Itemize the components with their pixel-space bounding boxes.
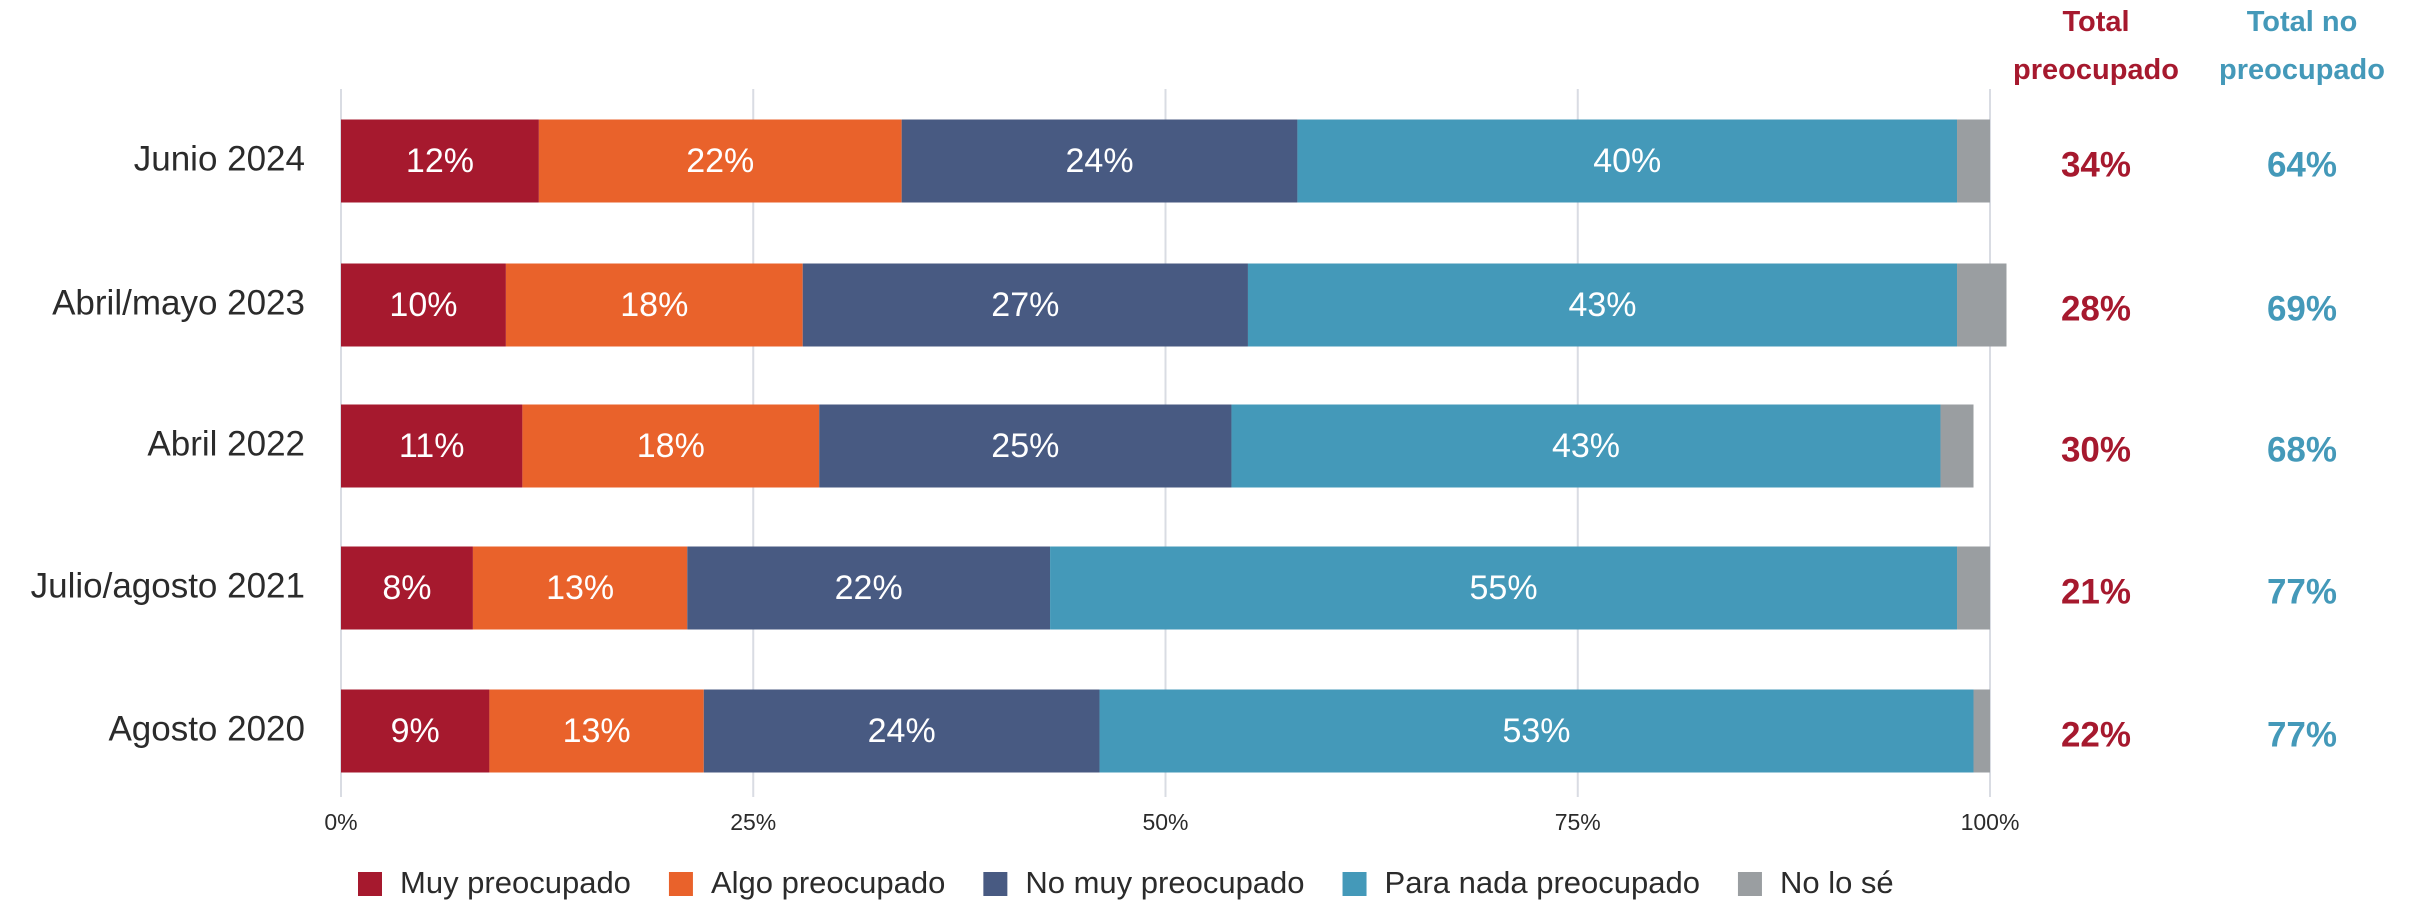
bar-segment <box>1297 119 1958 203</box>
bar-segment <box>489 689 704 773</box>
x-tick-label: 50% <box>1142 809 1188 835</box>
total-value: 21% <box>2061 572 2131 611</box>
legend-label: Algo preocupado <box>711 865 945 900</box>
legend-swatch <box>668 872 693 896</box>
category-label: Junio 2024 <box>134 139 305 178</box>
total-value: 77% <box>2267 715 2337 754</box>
data-label: 22% <box>686 142 754 180</box>
total-value: 68% <box>2267 430 2337 469</box>
data-label: 11% <box>399 427 465 465</box>
bar-segment <box>1940 404 1974 488</box>
data-label: 40% <box>1593 142 1661 180</box>
data-label: 24% <box>1066 142 1134 180</box>
bar-segment <box>505 263 803 347</box>
data-label: 55% <box>1470 569 1538 607</box>
bar-segment <box>1050 546 1958 630</box>
legend-swatch <box>358 872 382 896</box>
legend-label: No lo sé <box>1780 865 1894 900</box>
data-label: 13% <box>563 712 631 750</box>
x-tick-label: 0% <box>324 809 357 835</box>
total-value: 22% <box>2061 715 2131 754</box>
total-value: 30% <box>2061 430 2131 469</box>
category-label: Abril 2022 <box>147 424 305 463</box>
data-label: 25% <box>991 427 1059 465</box>
total-value: 64% <box>2267 145 2337 184</box>
bar-segment <box>687 546 1051 630</box>
total-header: Total no preocupado <box>2219 6 2385 86</box>
bar-segment <box>1247 263 1958 347</box>
bar-segment <box>802 263 1248 347</box>
bar-segment <box>341 546 473 630</box>
data-label: 18% <box>620 286 688 324</box>
data-label: 18% <box>637 427 705 465</box>
total-header-line: preocupado <box>2013 54 2179 86</box>
data-label: 9% <box>391 712 440 750</box>
bar-segment <box>819 404 1232 488</box>
legend-swatch <box>1342 872 1367 896</box>
bar-segment <box>341 119 539 203</box>
legend-label: No muy preocupado <box>1025 865 1304 900</box>
bar-segment <box>1099 689 1974 773</box>
bar-segment <box>703 689 1100 773</box>
data-label: 43% <box>1568 286 1636 324</box>
data-label: 43% <box>1552 427 1620 465</box>
category-label: Abril/mayo 2023 <box>52 283 305 322</box>
total-header-line: preocupado <box>2219 54 2385 86</box>
bar-segment <box>1957 119 1990 203</box>
total-value: 34% <box>2061 145 2131 184</box>
bar-segment <box>472 546 688 630</box>
data-label: 53% <box>1502 712 1570 750</box>
bar-segment <box>1957 263 2007 347</box>
total-header: Total preocupado <box>2013 6 2179 86</box>
bar-segment <box>341 404 523 488</box>
data-label: 12% <box>406 142 474 180</box>
category-label: Agosto 2020 <box>108 709 305 748</box>
bar-segment <box>341 263 506 347</box>
bar-segment <box>1231 404 1941 488</box>
bar-segment <box>1957 546 1990 630</box>
legend-swatch <box>1737 872 1762 896</box>
bar-segment <box>341 689 490 773</box>
total-header-line: Total no <box>2247 6 2358 38</box>
data-label: 22% <box>835 569 903 607</box>
x-tick-label: 75% <box>1555 809 1601 835</box>
total-value: 28% <box>2061 289 2131 328</box>
bar-segment <box>522 404 820 488</box>
x-tick-label: 100% <box>1961 809 2020 835</box>
legend-label: Para nada preocupado <box>1385 865 1700 900</box>
data-label: 27% <box>991 286 1059 324</box>
total-value: 69% <box>2267 289 2337 328</box>
data-label: 24% <box>868 712 936 750</box>
data-label: 13% <box>546 569 614 607</box>
data-label: 10% <box>389 286 457 324</box>
bar-segment <box>901 119 1298 203</box>
bar-segment <box>538 119 902 203</box>
total-value: 77% <box>2267 572 2337 611</box>
category-label: Julio/agosto 2021 <box>31 566 305 605</box>
bar-segment <box>1973 689 1990 773</box>
data-label: 8% <box>382 569 431 607</box>
legend-swatch <box>983 872 1008 896</box>
x-tick-label: 25% <box>730 809 776 835</box>
legend-label: Muy preocupado <box>400 865 631 900</box>
total-header-line: Total <box>2062 6 2129 38</box>
